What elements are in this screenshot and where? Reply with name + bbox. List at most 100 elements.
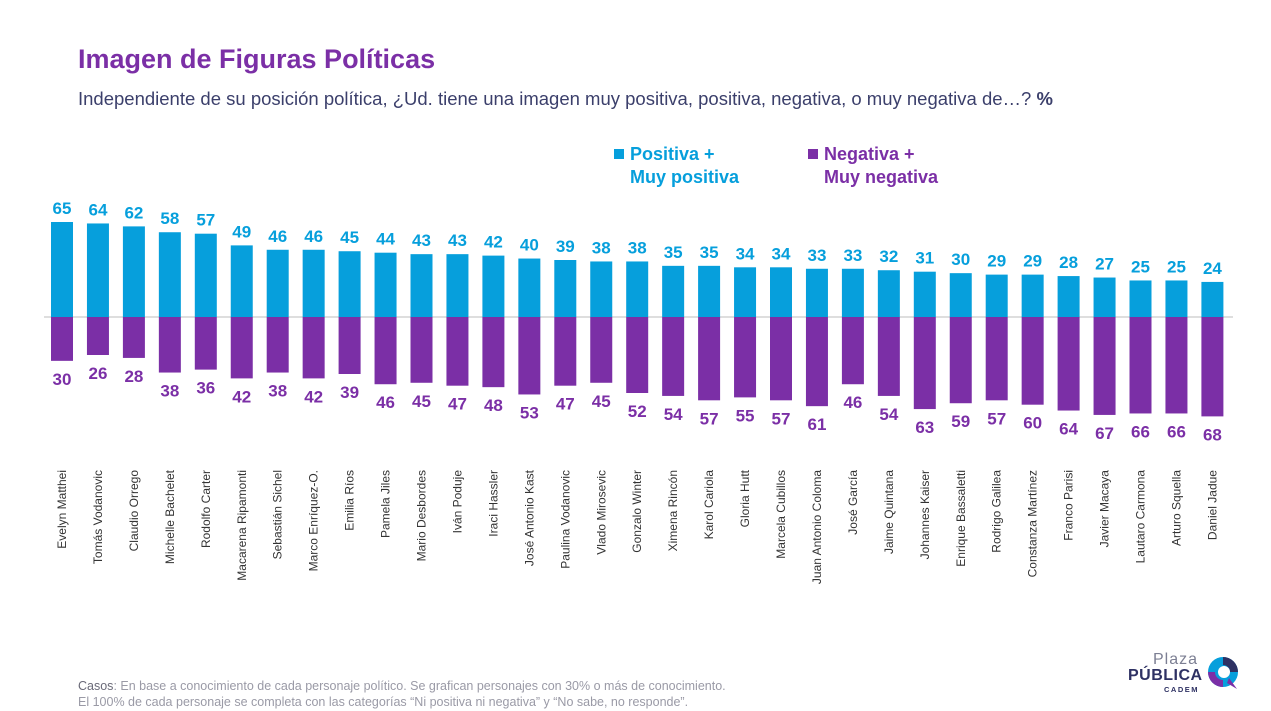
category-label: José García bbox=[846, 470, 860, 535]
data-label-positive: 44 bbox=[376, 230, 395, 249]
bar-negative bbox=[446, 317, 469, 386]
bar-positive bbox=[554, 260, 577, 317]
page-title: Imagen de Figuras Políticas bbox=[78, 44, 436, 74]
data-label-positive: 35 bbox=[700, 243, 719, 262]
data-label-positive: 31 bbox=[915, 249, 934, 268]
data-label-positive: 30 bbox=[951, 250, 970, 269]
bar-negative bbox=[949, 317, 972, 404]
bar-negative bbox=[877, 317, 900, 396]
data-label-negative: 63 bbox=[915, 418, 934, 437]
bar-positive bbox=[1057, 276, 1080, 317]
bar-negative bbox=[805, 317, 828, 407]
bar-positive bbox=[626, 261, 649, 317]
bar-positive bbox=[51, 222, 73, 317]
data-label-negative: 61 bbox=[807, 415, 826, 434]
category-label: Sebastián Sichel bbox=[271, 470, 285, 559]
bar-chart: 65 30 Evelyn Matthei 64 26 Tomás Vodanovic 62 2… bbox=[44, 199, 1233, 584]
bar-negative bbox=[266, 317, 289, 373]
category-label: Marco Enríquez-O. bbox=[307, 470, 321, 571]
data-label-positive: 35 bbox=[664, 243, 683, 262]
bar-negative bbox=[662, 317, 685, 396]
data-label-negative: 54 bbox=[664, 405, 683, 424]
data-label-negative: 38 bbox=[160, 382, 179, 401]
data-label-positive: 29 bbox=[1023, 252, 1042, 271]
data-label-positive: 46 bbox=[268, 227, 287, 246]
bar-positive bbox=[338, 251, 361, 317]
bar-negative bbox=[51, 317, 73, 361]
bar-positive bbox=[482, 255, 505, 317]
category-label: Claudio Orrego bbox=[127, 470, 141, 552]
category-label: Tomás Vodanovic bbox=[91, 470, 105, 564]
bar-positive bbox=[734, 267, 757, 317]
bar-positive bbox=[770, 267, 792, 317]
data-label-positive: 38 bbox=[592, 238, 611, 257]
logo-plaza-text: Plaza bbox=[1153, 651, 1199, 668]
bar-negative bbox=[913, 317, 936, 410]
data-label-positive: 64 bbox=[88, 200, 107, 219]
data-label-positive: 43 bbox=[412, 231, 431, 250]
bar-negative bbox=[590, 317, 613, 383]
category-label: Marcela Cubillos bbox=[774, 470, 788, 559]
logo-publica-text: PÚBLICA bbox=[1128, 667, 1203, 684]
category-label: Jaime Quintana bbox=[882, 470, 896, 554]
category-label: Emilia Ríos bbox=[343, 470, 357, 531]
bar-positive bbox=[122, 226, 145, 317]
data-label-negative: 60 bbox=[1023, 414, 1042, 433]
data-label-positive: 39 bbox=[556, 237, 575, 256]
bar-negative bbox=[230, 317, 253, 379]
legend-positive-line1: Positiva + bbox=[630, 144, 715, 164]
bar-negative bbox=[374, 317, 397, 385]
data-label-positive: 34 bbox=[736, 244, 755, 263]
footer-line-1: Casos: En base a conocimiento de cada pe… bbox=[78, 678, 726, 694]
bar-positive bbox=[1021, 274, 1044, 317]
data-label-positive: 29 bbox=[987, 252, 1006, 271]
category-label: Daniel Jadue bbox=[1205, 470, 1219, 540]
legend-negative-line1: Negativa + bbox=[824, 144, 915, 164]
subtitle-question: Independiente de su posición política, ¿… bbox=[78, 88, 1032, 109]
legend-positive-label: Positiva + Muy positiva bbox=[630, 143, 739, 189]
bar-negative bbox=[1165, 317, 1188, 414]
category-label: Juan Antonio Coloma bbox=[810, 470, 824, 584]
bar-positive bbox=[1093, 277, 1116, 317]
bar-negative bbox=[770, 317, 792, 401]
data-label-negative: 45 bbox=[592, 392, 611, 411]
category-label: Rodolfo Carter bbox=[199, 470, 213, 548]
data-label-negative: 46 bbox=[376, 393, 395, 412]
bar-negative bbox=[734, 317, 757, 398]
data-label-negative: 46 bbox=[843, 393, 862, 412]
category-label: Rodrigo Galilea bbox=[990, 470, 1004, 553]
data-label-negative: 54 bbox=[879, 405, 898, 424]
data-label-negative: 47 bbox=[556, 395, 575, 414]
footer-notes: Casos: En base a conocimiento de cada pe… bbox=[78, 678, 726, 710]
data-label-positive: 49 bbox=[232, 222, 251, 241]
category-label: Johannes Kaiser bbox=[918, 470, 932, 559]
data-label-negative: 45 bbox=[412, 392, 431, 411]
data-label-positive: 24 bbox=[1203, 259, 1222, 278]
category-label: Macarena Ripamonti bbox=[235, 470, 249, 581]
bar-negative bbox=[194, 317, 217, 370]
legend-negative-swatch bbox=[808, 149, 818, 159]
data-label-positive: 33 bbox=[807, 246, 826, 265]
bar-negative bbox=[1201, 317, 1224, 417]
page-subtitle: Independiente de su posición política, ¿… bbox=[78, 88, 1053, 110]
bar-positive bbox=[662, 265, 685, 317]
data-label-negative: 57 bbox=[700, 409, 719, 428]
category-label: Iraci Hassler bbox=[486, 470, 500, 537]
data-label-negative: 66 bbox=[1167, 422, 1186, 441]
category-label: Javier Macaya bbox=[1098, 470, 1112, 548]
bar-positive bbox=[1201, 281, 1224, 317]
category-label: Constanza Martínez bbox=[1026, 470, 1040, 577]
data-label-negative: 36 bbox=[196, 379, 215, 398]
data-label-negative: 42 bbox=[304, 387, 323, 406]
category-label: Lautaro Carmona bbox=[1134, 470, 1148, 564]
category-label: Pamela Jiles bbox=[379, 470, 393, 538]
footer-cases-text: : En base a conocimiento de cada persona… bbox=[113, 679, 726, 693]
bar-positive bbox=[985, 274, 1008, 317]
data-label-positive: 32 bbox=[879, 247, 898, 266]
bar-positive bbox=[158, 232, 181, 317]
legend-negative-line2: Muy negativa bbox=[824, 167, 939, 187]
data-label-negative: 52 bbox=[628, 402, 647, 421]
bar-positive bbox=[841, 268, 864, 317]
data-label-negative: 28 bbox=[124, 367, 143, 386]
bar-negative bbox=[841, 317, 864, 385]
